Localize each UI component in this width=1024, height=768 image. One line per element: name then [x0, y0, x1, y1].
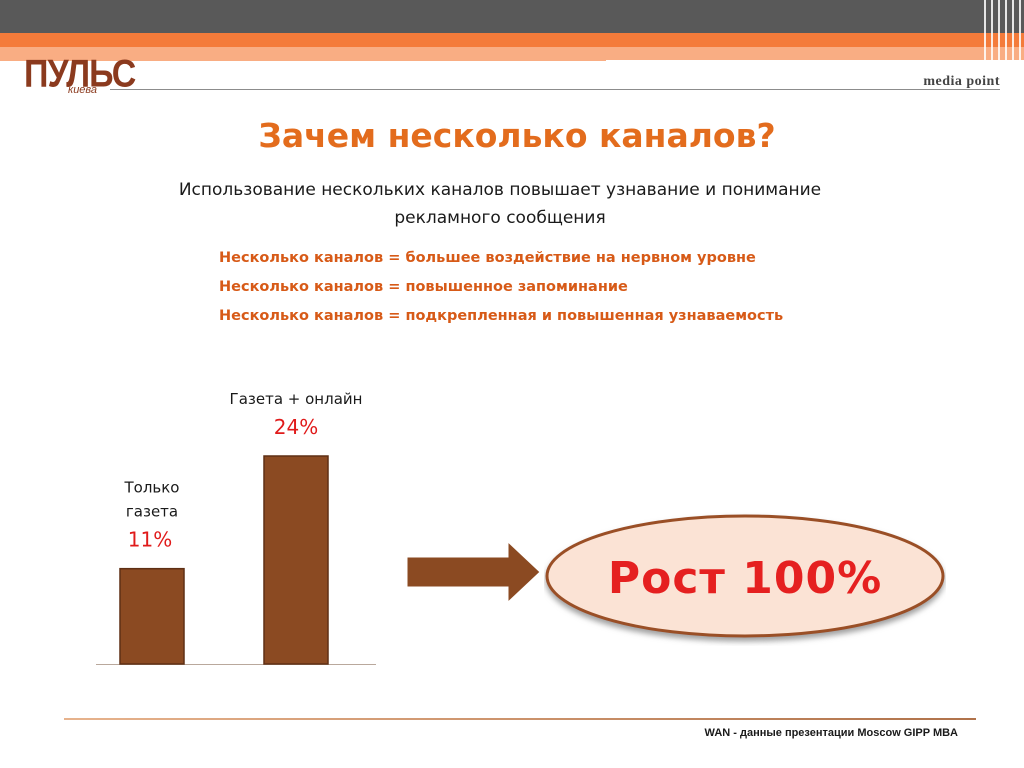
bullet-item: Несколько каналов = большее воздействие … [219, 250, 756, 266]
logo-subtitle: киева [68, 84, 98, 96]
footer-rule [64, 718, 976, 720]
chart-value-label: 24% [274, 415, 318, 439]
slide-title: Зачем несколько каналов? [258, 116, 776, 155]
header-band-light [0, 47, 1024, 61]
header-rule [110, 89, 1000, 90]
logo-wordmark: ПУЛЬС [24, 52, 136, 96]
growth-text: Рост 100% [607, 553, 883, 604]
chart-category-label: Только [123, 479, 179, 497]
chart-bar [263, 455, 329, 665]
callout-ellipse [545, 514, 945, 638]
slide-subtitle: Использование нескольких каналов повышае… [178, 180, 822, 228]
header-accent-line-short [826, 66, 1024, 70]
growth-callout: Рост 100% [544, 512, 946, 646]
arrow-right-icon [406, 540, 541, 604]
brand-label: media point [923, 74, 1000, 89]
chart-value-label: 11% [128, 528, 172, 552]
chart-bar [119, 567, 185, 665]
bullet-list: Несколько каналов = большее воздействие … [219, 247, 783, 334]
logo: ПУЛЬС киева [24, 52, 136, 96]
bullet-item: Несколько каналов = повышенное запоминан… [219, 279, 628, 295]
header-band-orange [0, 33, 1024, 47]
chart-category-label: газета [126, 503, 178, 521]
chart-category-label: Газета + онлайн [230, 390, 363, 408]
header-band-dark [0, 0, 1024, 33]
footer-source: WAN - данные презентации Moscow GIPP MBA [704, 727, 958, 739]
bullet-item: Несколько каналов = подкрепленная и повы… [219, 308, 784, 324]
header-accent-line [606, 60, 1024, 66]
header-stripes [984, 0, 1024, 70]
